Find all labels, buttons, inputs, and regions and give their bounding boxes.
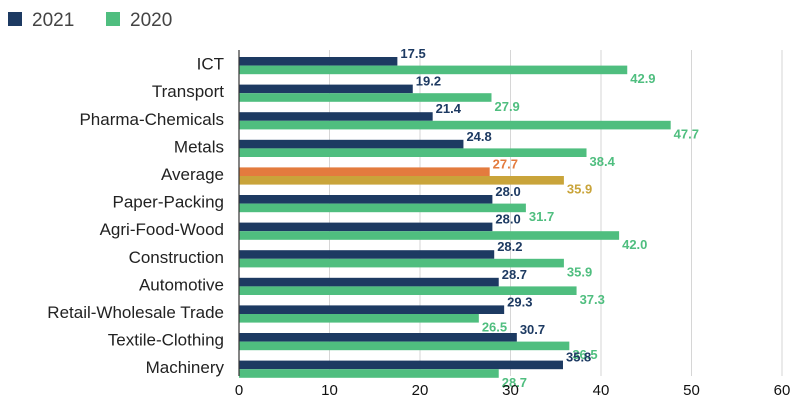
category-label-transport: Transport: [152, 82, 224, 101]
category-label-machinery: Machinery: [146, 358, 225, 377]
data-label-pharma-chemicals-2020: 47.7: [674, 126, 699, 141]
data-label-metals-2021: 24.8: [466, 129, 491, 144]
bar-paper-packing-2021: [239, 195, 493, 204]
x-tick-label-30: 30: [502, 382, 519, 399]
bar-automotive-2021: [239, 277, 499, 287]
bar-automotive-2020: [239, 286, 577, 295]
category-label-pharma-chemicals: Pharma-Chemicals: [79, 110, 224, 129]
category-label-ict: ICT: [197, 55, 224, 74]
data-label-automotive-2021: 28.7: [502, 267, 527, 282]
category-label-construction: Construction: [129, 248, 224, 267]
bar-ict-2021: [239, 57, 398, 66]
bar-machinery-2021: [239, 360, 563, 370]
data-label-average-2021: 27.7: [493, 156, 518, 171]
data-label-construction-2020: 35.9: [567, 264, 592, 279]
legend-swatch-2020: [106, 12, 120, 26]
x-tick-label-60: 60: [774, 382, 791, 399]
category-label-retail-wholesale-trade: Retail-Wholesale Trade: [47, 303, 224, 322]
data-label-machinery-2020: 28.7: [502, 375, 527, 390]
data-label-retail-wholesale-trade-2021: 29.3: [507, 294, 532, 309]
category-label-metals: Metals: [174, 137, 224, 156]
bar-agri-food-wood-2021: [239, 222, 493, 232]
legend-label-2021: 2021: [32, 10, 74, 31]
category-label-agri-food-wood: Agri-Food-Wood: [100, 220, 224, 239]
bar-average-2021: [239, 167, 490, 176]
data-label-transport-2020: 27.9: [494, 99, 519, 114]
data-label-construction-2021: 28.2: [497, 239, 522, 254]
category-label-paper-packing: Paper-Packing: [112, 193, 224, 212]
category-label-automotive: Automotive: [139, 275, 224, 294]
data-label-transport-2021: 19.2: [416, 74, 441, 89]
data-label-agri-food-wood-2020: 42.0: [622, 237, 647, 252]
bar-metals-2020: [239, 148, 587, 157]
x-tick-label-0: 0: [235, 382, 243, 399]
data-label-textile-clothing-2020: 36.5: [572, 347, 597, 362]
data-label-metals-2020: 38.4: [590, 154, 616, 169]
bar-retail-wholesale-trade-2021: [239, 305, 505, 314]
legend: 2021 2020: [8, 10, 172, 31]
bar-pharma-chemicals-2020: [239, 120, 671, 130]
bar-textile-clothing-2020: [239, 341, 570, 351]
data-label-automotive-2020: 37.3: [580, 292, 605, 307]
x-axis-ticks: 0 10 20 30 40 50 60: [235, 382, 791, 399]
data-label-paper-packing-2021: 28.0: [495, 184, 520, 199]
data-label-retail-wholesale-trade-2020: 26.5: [482, 320, 507, 335]
bar-agri-food-wood-2020: [239, 231, 620, 240]
data-label-ict-2020: 42.9: [630, 71, 655, 86]
category-label-average: Average: [161, 165, 224, 184]
legend-swatch-2021: [8, 12, 22, 26]
bar-paper-packing-2020: [239, 203, 526, 213]
data-label-paper-packing-2020: 31.7: [529, 209, 554, 224]
bar-machinery-2020: [239, 369, 499, 378]
bar-metals-2021: [239, 139, 464, 149]
data-label-ict-2021: 17.5: [400, 46, 425, 61]
bar-transport-2021: [239, 84, 413, 94]
bar-ict-2020: [239, 65, 628, 75]
bar-construction-2021: [239, 250, 495, 259]
data-label-textile-clothing-2021: 30.7: [520, 322, 545, 337]
bar-construction-2020: [239, 258, 564, 268]
bar-transport-2020: [239, 93, 492, 102]
data-label-average-2020: 35.9: [567, 182, 592, 197]
bar-average-2020: [239, 176, 564, 185]
x-tick-label-10: 10: [321, 382, 338, 399]
data-label-agri-food-wood-2021: 28.0: [495, 212, 520, 227]
bar-textile-clothing-2021: [239, 333, 517, 342]
bar-retail-wholesale-trade-2020: [239, 314, 479, 323]
category-labels: ICT Transport Pharma-Chemicals Metals Averag…: [47, 55, 224, 378]
bar-pharma-chemicals-2021: [239, 112, 433, 121]
data-label-machinery-2021: 35.8: [566, 350, 591, 365]
x-tick-label-20: 20: [412, 382, 429, 399]
x-tick-label-40: 40: [593, 382, 610, 399]
data-label-pharma-chemicals-2021: 21.4: [436, 101, 462, 116]
category-label-textile-clothing: Textile-Clothing: [108, 331, 224, 350]
bars: 17.5 42.9 19.2 27.9 21.4 47.7 24.8 38.4 27.7 35.9…: [239, 46, 699, 390]
x-tick-label-50: 50: [683, 382, 700, 399]
legend-label-2020: 2020: [130, 10, 172, 31]
